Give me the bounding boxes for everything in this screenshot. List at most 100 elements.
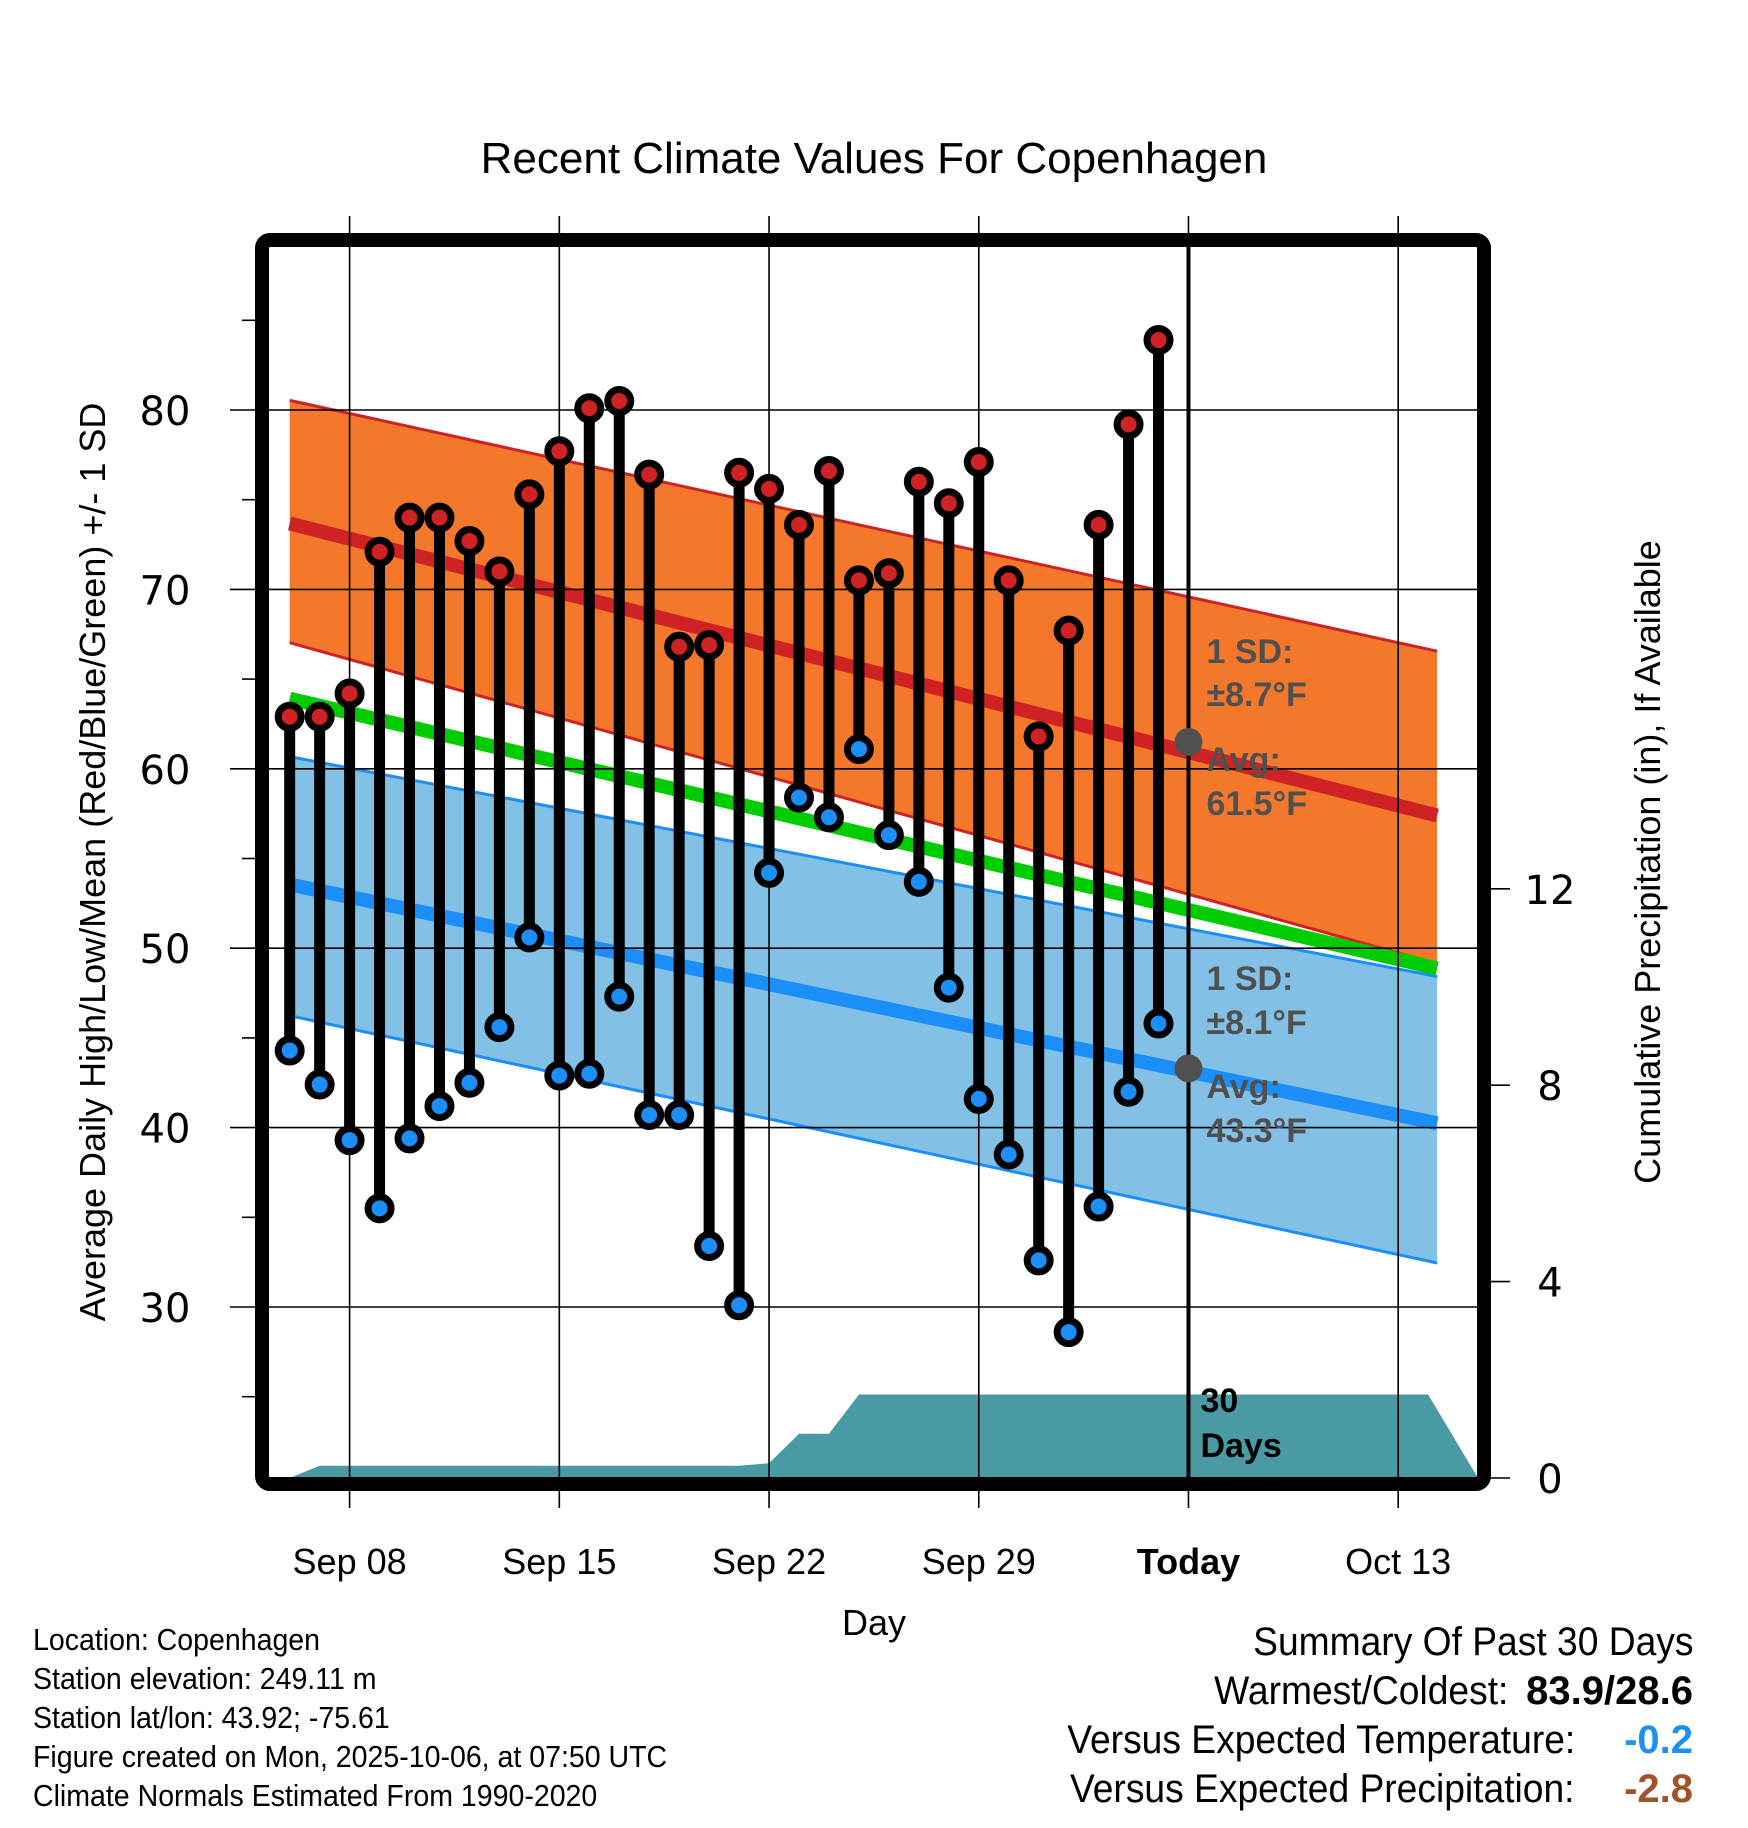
low-marker [574, 1058, 605, 1089]
low-marker [664, 1100, 695, 1131]
day-stem-group [394, 502, 425, 1154]
day-stem-group [1143, 325, 1174, 1039]
high-marker [334, 678, 365, 709]
day-stem-group [514, 479, 545, 953]
x-tick-label: Sep 22 [712, 1541, 826, 1582]
low-marker [364, 1193, 395, 1224]
day-stem-group [604, 386, 635, 1012]
high-marker [694, 630, 725, 661]
day-stem-group [484, 556, 515, 1043]
low-marker [604, 981, 635, 1012]
high-marker [843, 565, 874, 596]
high-marker [664, 631, 695, 662]
low-marker [1053, 1317, 1084, 1348]
high-sd-value: ±8.7°F [1206, 676, 1306, 714]
day-stem-group [364, 536, 395, 1224]
low-marker [1113, 1076, 1144, 1107]
y2-tick-label: 4 [1537, 1261, 1562, 1307]
day-stem-group [334, 678, 365, 1156]
day-stem-group [1083, 509, 1114, 1222]
y-tick-label: 70 [140, 568, 191, 614]
day-stem-group [724, 457, 755, 1321]
precip-anomaly-label: Versus Expected Precipitation: [1070, 1767, 1575, 1811]
high-avg-value: 61.5°F [1206, 785, 1307, 823]
x-tick-label: Oct 13 [1345, 1541, 1451, 1582]
high-marker [903, 466, 934, 497]
low-marker [514, 922, 545, 953]
info-elevation: Station elevation: 249.11 m [33, 1661, 377, 1696]
high-marker [634, 459, 665, 490]
summary-precip: Versus Expected Precipitation: -2.8 [1029, 1765, 1693, 1814]
high-marker [1023, 721, 1054, 752]
high-marker [454, 525, 485, 556]
day-stem-group [933, 488, 964, 1003]
low-sd-value: ±8.1°F [1206, 1004, 1306, 1042]
day-stem-group [963, 447, 994, 1114]
high-marker [574, 393, 605, 424]
low-sd-band-lower [289, 1014, 1438, 1265]
day-stem-group [784, 509, 814, 813]
y-tick-label: 80 [140, 389, 191, 435]
day-stem-group [993, 565, 1024, 1170]
day-stem-group [873, 558, 904, 851]
temp-anomaly-label: Versus Expected Temperature: [1067, 1718, 1575, 1762]
low-avg-label: Avg: [1206, 1068, 1280, 1106]
summary-warm-cold: Warmest/Coldest: 83.9/28.6 [1029, 1667, 1693, 1716]
high-marker [813, 455, 844, 486]
high-marker [993, 565, 1024, 596]
low-avg-value: 43.3°F [1206, 1112, 1307, 1150]
x-tick-label: Sep 08 [293, 1541, 407, 1582]
high-marker [484, 556, 515, 587]
day-stem-group [903, 466, 934, 897]
x-tick-label: Sep 29 [922, 1541, 1036, 1582]
y-tick-label: 50 [140, 927, 191, 973]
low-marker [754, 857, 785, 888]
summary-temp: Versus Expected Temperature: -0.2 [1029, 1716, 1693, 1765]
day-stem-group [574, 393, 605, 1089]
summary-panel: Summary Of Past 30 Days Warmest/Coldest:… [1029, 1618, 1693, 1814]
y-tick-label: 30 [140, 1286, 191, 1332]
low-marker [1143, 1008, 1174, 1039]
low-marker [544, 1060, 575, 1091]
day-stem-group [274, 701, 305, 1066]
low-sd-label: 1 SD: [1206, 960, 1293, 998]
plot-border [255, 233, 1491, 1491]
low-marker [1083, 1191, 1114, 1222]
low-marker [304, 1069, 335, 1100]
day-stem-group [813, 455, 844, 833]
high-marker [1143, 325, 1174, 356]
axes: 30 40 50 60 70 80 0 4 8 12 Sep 08 Sep 15 Sep 22 Sep 2… [140, 319, 1576, 1582]
high-avg-label: Avg: [1206, 741, 1280, 779]
high-marker [394, 502, 425, 533]
low-marker [484, 1012, 515, 1043]
high-marker [424, 502, 455, 533]
low-marker [274, 1035, 305, 1066]
high-marker [514, 479, 545, 510]
day-stem-group [424, 502, 455, 1122]
low-marker [634, 1100, 665, 1131]
y2-tick-label: 12 [1525, 868, 1576, 914]
day-stem-group [1113, 409, 1144, 1107]
day-stem-group [754, 473, 785, 888]
day-stem-group [1053, 615, 1084, 1348]
day-stem-group [634, 459, 665, 1131]
high-avg-dot [1174, 727, 1203, 756]
high-sd-label: 1 SD: [1206, 633, 1293, 671]
mean-normal-line [288, 691, 1439, 976]
info-created: Figure created on Mon, 2025-10-06, at 07… [33, 1739, 668, 1774]
high-marker [754, 473, 785, 504]
plot-frame [255, 233, 1491, 1491]
high-marker [604, 386, 635, 417]
low-marker [933, 972, 964, 1003]
day-stem-group [694, 630, 725, 1262]
days-count: 30 [1200, 1382, 1238, 1420]
y-tick-label: 40 [140, 1107, 191, 1153]
low-marker [454, 1067, 485, 1098]
low-avg-dot [1174, 1054, 1203, 1083]
precip-anomaly-value: -2.8 [1624, 1767, 1693, 1811]
high-marker [963, 447, 994, 478]
info-latlon: Station lat/lon: 43.92; -75.61 [33, 1700, 390, 1735]
y-tick-label: 60 [140, 748, 191, 794]
day-stem-group [664, 631, 695, 1131]
